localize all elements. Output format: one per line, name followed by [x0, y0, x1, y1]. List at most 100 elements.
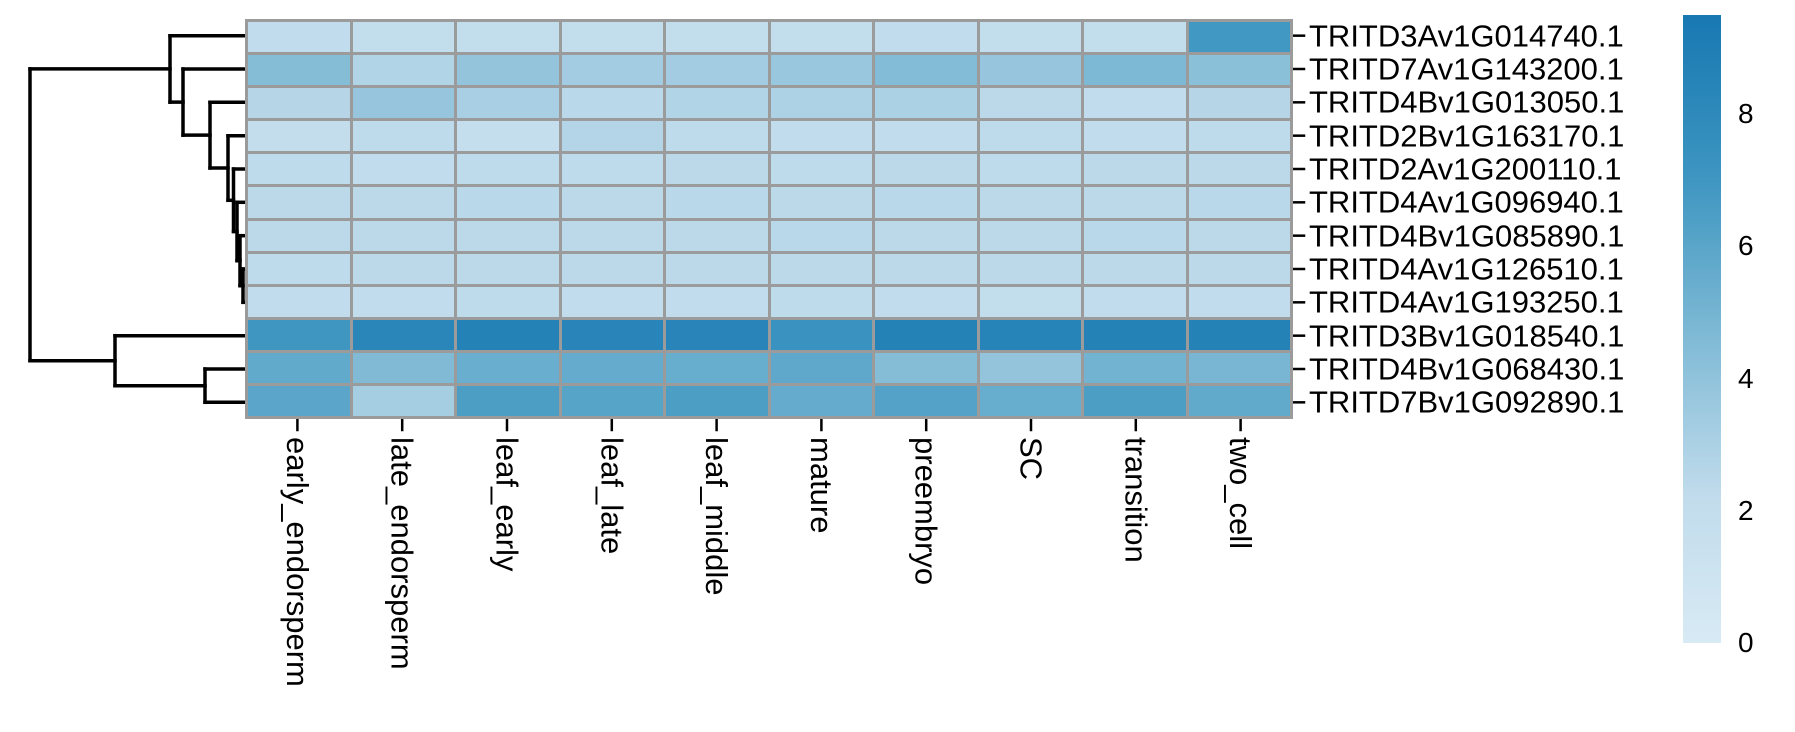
heatmap-cell: [979, 55, 1081, 86]
heatmap-cell: [457, 187, 559, 218]
heatmap-cell: [979, 253, 1081, 284]
heatmap-cell: [561, 286, 663, 317]
heatmap-cell: [1188, 187, 1290, 218]
heatmap-cell: [248, 385, 350, 416]
heatmap-cell: [457, 22, 559, 53]
heatmap-cell: [770, 88, 872, 119]
colorbar-tick-label: 0: [1738, 627, 1754, 658]
heatmap-cell: [979, 154, 1081, 185]
heatmap-cell: [1084, 88, 1186, 119]
heatmap-cell: [875, 187, 977, 218]
heatmap-grid: [245, 19, 1293, 419]
heatmap-cell: [248, 187, 350, 218]
column-label: leaf_middle: [699, 437, 735, 596]
heatmap-cell: [457, 253, 559, 284]
row-label: TRITD2Bv1G163170.1: [1309, 118, 1625, 154]
heatmap-cell: [1084, 55, 1186, 86]
heatmap-cell: [666, 22, 768, 53]
heatmap-cell: [1084, 253, 1186, 284]
heatmap-cell: [770, 22, 872, 53]
column-label: SC: [1013, 437, 1049, 481]
heatmap-cell: [1084, 352, 1186, 383]
heatmap-cell: [561, 22, 663, 53]
heatmap-cell: [561, 55, 663, 86]
heatmap-cell: [770, 220, 872, 251]
heatmap-cell: [979, 286, 1081, 317]
heatmap-cell: [1084, 286, 1186, 317]
heatmap-cell: [248, 121, 350, 152]
heatmap-cell: [352, 187, 454, 218]
heatmap-cell: [248, 154, 350, 185]
heatmap-cell: [1084, 187, 1186, 218]
heatmap-cell: [352, 55, 454, 86]
heatmap-cell: [770, 121, 872, 152]
heatmap-cell: [561, 352, 663, 383]
heatmap-cell: [352, 22, 454, 53]
heatmap-cell: [1084, 22, 1186, 53]
heatmap-cell: [1188, 253, 1290, 284]
row-label: TRITD4Av1G096940.1: [1309, 184, 1624, 220]
heatmap-cell: [666, 319, 768, 350]
heatmap-cell: [875, 154, 977, 185]
colorbar-tick-label: 2: [1738, 494, 1754, 526]
heatmap-cell: [875, 319, 977, 350]
heatmap-cell: [875, 22, 977, 53]
colorbar: [1683, 15, 1721, 643]
heatmap-cell: [352, 286, 454, 317]
heatmap-cell: [666, 286, 768, 317]
heatmap-cell: [875, 220, 977, 251]
heatmap-cell: [1084, 319, 1186, 350]
heatmap-cell: [770, 286, 872, 317]
row-label: TRITD7Bv1G092890.1: [1309, 384, 1625, 420]
heatmap-cell: [248, 55, 350, 86]
heatmap-cell: [666, 253, 768, 284]
heatmap-cell: [979, 220, 1081, 251]
heatmap-cell: [457, 352, 559, 383]
heatmap-cell: [561, 187, 663, 218]
column-label: leaf_early: [489, 437, 525, 572]
heatmap-cell: [1188, 220, 1290, 251]
heatmap-cell: [979, 22, 1081, 53]
heatmap-cell: [770, 154, 872, 185]
heatmap-cell: [457, 88, 559, 119]
heatmap-cell: [1084, 154, 1186, 185]
heatmap-cell: [457, 220, 559, 251]
heatmap-cell: [457, 319, 559, 350]
row-label: TRITD3Av1G014740.1: [1309, 18, 1624, 54]
heatmap-cell: [1188, 385, 1290, 416]
heatmap-cell: [666, 187, 768, 218]
heatmap-cell: [1188, 286, 1290, 317]
heatmap-cell: [352, 352, 454, 383]
heatmap-cell: [457, 286, 559, 317]
heatmap-cell: [666, 385, 768, 416]
heatmap-cell: [979, 187, 1081, 218]
colorbar-tick-label: 8: [1738, 98, 1754, 130]
heatmap-cell: [979, 88, 1081, 119]
row-label: TRITD7Av1G143200.1: [1309, 51, 1624, 87]
heatmap-cell: [561, 253, 663, 284]
column-label: mature: [803, 437, 839, 534]
heatmap-cell: [352, 385, 454, 416]
colorbar-tick-label: 4: [1738, 362, 1754, 394]
heatmap-cell: [561, 154, 663, 185]
heatmap-cell: [875, 385, 977, 416]
row-label: TRITD2Av1G200110.1: [1309, 151, 1622, 187]
column-label: two_cell: [1223, 437, 1259, 549]
heatmap-cell: [457, 121, 559, 152]
row-label: TRITD3Bv1G018540.1: [1309, 318, 1625, 354]
row-label: TRITD4Av1G126510.1: [1309, 251, 1624, 287]
heatmap-cell: [352, 319, 454, 350]
heatmap-cell: [1084, 385, 1186, 416]
heatmap-cell: [770, 253, 872, 284]
heatmap-cell: [1188, 22, 1290, 53]
heatmap-cell: [457, 385, 559, 416]
heatmap-cell: [1084, 121, 1186, 152]
heatmap-cell: [1188, 352, 1290, 383]
heatmap-cell: [875, 55, 977, 86]
row-label: TRITD4Bv1G085890.1: [1309, 218, 1625, 254]
heatmap-cell: [248, 88, 350, 119]
heatmap-cell: [352, 253, 454, 284]
row-label: TRITD4Bv1G013050.1: [1309, 84, 1625, 120]
